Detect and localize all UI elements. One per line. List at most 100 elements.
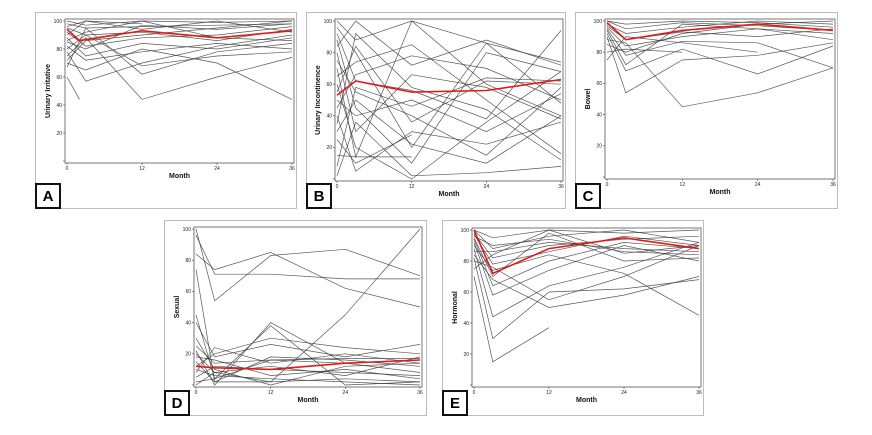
y-tick-label: 20	[463, 352, 469, 358]
x-tick-label: 24	[755, 182, 761, 188]
y-tick-label: 40	[185, 320, 191, 326]
y-tick-label: 60	[463, 290, 469, 296]
panel-label-d: D	[164, 390, 190, 416]
x-tick-label: 36	[830, 182, 836, 188]
individual-series-line	[336, 154, 412, 158]
panel-b: 20 40 60 80 100 0 12 24 36 Month Urinary Incontine…	[306, 12, 566, 209]
individual-series-line	[66, 20, 293, 61]
individual-series-line	[474, 242, 700, 253]
individual-series-line	[336, 93, 562, 132]
x-tick-label: 36	[417, 390, 423, 396]
individual-series-line	[606, 48, 683, 53]
mean-series-line	[606, 22, 834, 41]
individual-series-line	[66, 37, 293, 100]
y-axis-label: Urinary Irritative	[45, 64, 52, 118]
y-tick-label: 40	[56, 103, 62, 109]
individual-series-line	[195, 228, 421, 302]
plot-frame	[193, 226, 423, 388]
individual-series-line	[336, 99, 562, 164]
individual-series-line	[336, 134, 412, 164]
y-tick-label: 60	[596, 81, 602, 87]
panel-label-e: E	[442, 390, 468, 416]
y-tick-label: 80	[463, 259, 469, 265]
x-tick-label: 12	[680, 182, 686, 188]
individual-series-line	[336, 71, 562, 180]
individual-series-line	[606, 26, 834, 47]
y-axis-label: Bowel	[585, 89, 592, 110]
y-axis-label: Urinary Incontinence	[315, 65, 322, 135]
y-axis-label: Sexual	[174, 296, 181, 319]
plot-frame	[334, 18, 564, 182]
panel-label-a: A	[35, 183, 61, 209]
panel-a: 20 40 60 80 100 0 12 24 36 Month Urinary Irritativ…	[35, 12, 297, 209]
chart-svg-e: 20 40 60 80 100 0 12 24 36 Month Hormonal	[452, 227, 702, 404]
x-tick-label: 36	[558, 184, 564, 190]
panel-d: 20 40 60 80 100 0 12 24 36 Month Sexual D	[164, 220, 427, 416]
individual-series-line	[606, 20, 834, 28]
x-tick-label: 24	[621, 390, 627, 396]
individual-series-line	[336, 30, 562, 120]
individual-series-line	[336, 27, 562, 149]
x-tick-label: 0	[606, 182, 609, 188]
individual-series-line	[336, 60, 562, 156]
individual-series-line	[336, 77, 562, 167]
individual-series-line	[66, 20, 293, 36]
individual-series-line	[606, 20, 834, 31]
individual-series-line	[606, 20, 834, 53]
individual-series-line	[195, 252, 421, 308]
y-tick-label: 20	[185, 352, 191, 358]
x-tick-label: 12	[139, 166, 145, 172]
panel-e: 20 40 60 80 100 0 12 24 36 Month Hormonal E	[442, 220, 704, 416]
x-tick-label: 0	[66, 166, 69, 172]
y-tick-label: 80	[185, 258, 191, 264]
chart-svg-c: 20 40 60 80 100 0 12 24 36 Month Bowel	[585, 18, 836, 196]
mean-series-line	[336, 78, 562, 96]
chart-svg-d: 20 40 60 80 100 0 12 24 36 Month Sexual	[174, 226, 423, 404]
individual-series-line	[66, 20, 293, 41]
chart-svg-b: 20 40 60 80 100 0 12 24 36 Month Urinary Incontine…	[315, 18, 564, 198]
y-tick-label: 40	[596, 112, 602, 118]
x-tick-label: 0	[195, 390, 198, 396]
individual-series-line	[606, 33, 834, 75]
individual-series-line	[66, 27, 293, 41]
individual-series-line	[336, 20, 562, 66]
x-axis-label: Month	[169, 173, 190, 180]
y-tick-label: 20	[326, 145, 332, 151]
individual-series-line	[473, 245, 700, 301]
individual-series-line	[66, 34, 293, 82]
x-tick-label: 12	[268, 390, 274, 396]
individual-series-line	[473, 257, 700, 340]
individual-series-line	[336, 121, 562, 177]
chart-svg-a: 20 40 60 80 100 0 12 24 36 Month Urinary Irritativ…	[45, 18, 295, 180]
individual-series-line	[473, 254, 700, 308]
individual-series-line	[195, 353, 421, 376]
x-tick-label: 0	[473, 390, 476, 396]
individual-series-line	[336, 55, 562, 109]
individual-series-line	[473, 232, 700, 278]
y-tick-label: 80	[56, 47, 62, 53]
individual-series-line	[606, 20, 834, 34]
y-tick-label: 80	[326, 50, 332, 56]
y-tick-label: 20	[596, 144, 602, 150]
y-axis-label: Hormonal	[452, 291, 459, 324]
plot-frame	[471, 227, 702, 388]
y-tick-label: 60	[326, 82, 332, 88]
individual-series-line	[66, 43, 293, 61]
individual-series-line	[606, 36, 758, 61]
x-tick-label: 24	[343, 390, 349, 396]
y-tick-label: 20	[56, 131, 62, 137]
individual-series-line	[336, 115, 562, 172]
individual-series-line	[473, 239, 700, 287]
plot-frame	[604, 18, 836, 180]
individual-series-line	[195, 322, 421, 358]
y-tick-label: 100	[594, 19, 603, 25]
y-tick-label: 100	[54, 19, 63, 25]
x-tick-label: 12	[546, 390, 552, 396]
individual-series-line	[195, 235, 420, 280]
y-tick-label: 60	[56, 75, 62, 81]
individual-series-line	[195, 347, 421, 373]
individual-series-line	[195, 372, 421, 386]
y-tick-label: 40	[326, 114, 332, 120]
y-tick-label: 100	[461, 228, 470, 234]
individual-series-line	[336, 45, 562, 123]
